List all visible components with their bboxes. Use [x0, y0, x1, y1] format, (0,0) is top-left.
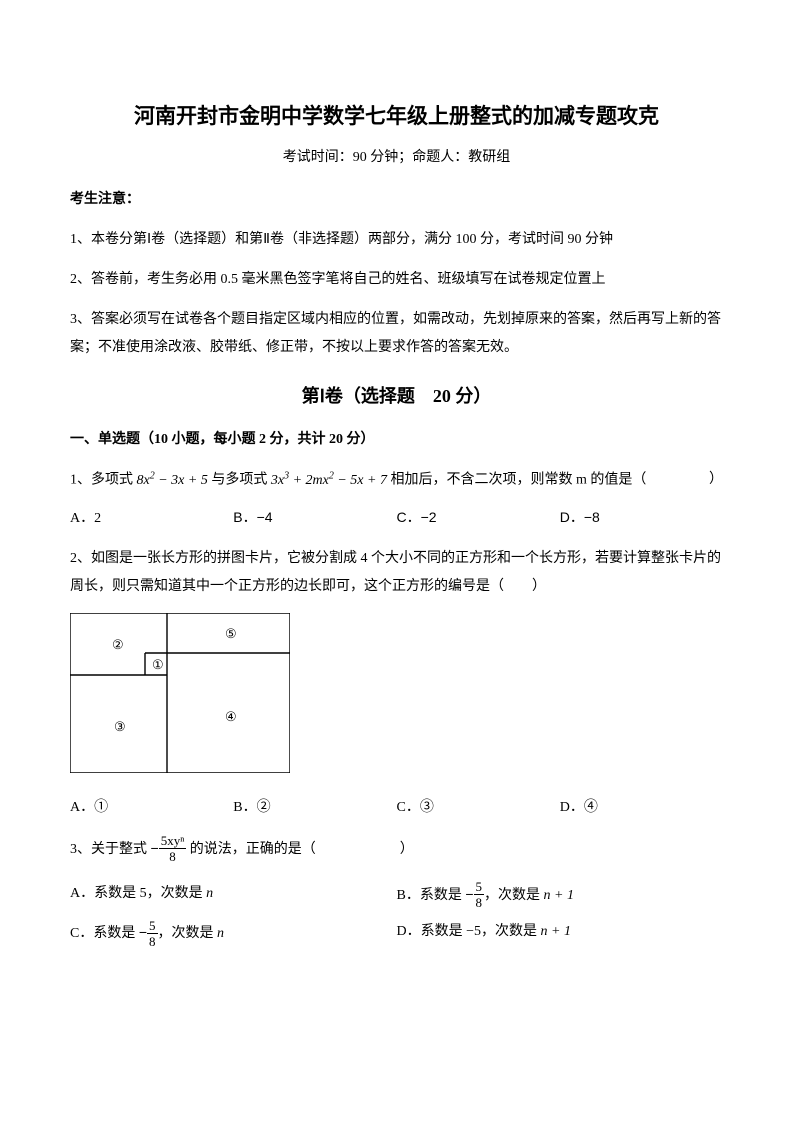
section-1-sub: 一、单选题（10 小题，每小题 2 分，共计 20 分）	[70, 428, 723, 448]
q3-frac-den: 8	[159, 849, 187, 863]
q3-opt-a: A．系数是 5，次数是 n	[70, 876, 397, 914]
q2-svg: ② ⑤ ① ③ ④	[70, 613, 290, 773]
q3-suffix: 的说法，正确的是（ ）	[186, 842, 414, 857]
q1-opt-a: A．2	[70, 507, 233, 527]
q3-opt-d: D．系数是 −5，次数是 n + 1	[397, 914, 724, 952]
svg-text:①: ①	[152, 657, 164, 672]
q1-opt-c: C．−2	[397, 507, 560, 527]
q2-opt-b: B．②	[233, 796, 396, 816]
q1-opt-d: D．−8	[560, 507, 723, 527]
svg-text:②: ②	[112, 637, 124, 652]
q1-opt-b: B．−4	[233, 507, 396, 527]
q1-options: A．2 B．−4 C．−2 D．−8	[70, 507, 723, 527]
q2-opt-d: D．④	[560, 796, 723, 816]
q1-suffix: 相加后，不含二次项，则常数 m 的值是（	[387, 473, 646, 488]
q3-opt-b: B．系数是 −58，次数是 n + 1	[397, 876, 724, 914]
question-3: 3、关于整式 −5xyⁿ8 的说法，正确的是（ ）	[70, 834, 723, 864]
q3-frac-num: 5xyⁿ	[161, 833, 185, 848]
svg-text:③: ③	[114, 719, 126, 734]
q1-mid: 与多项式	[208, 473, 271, 488]
q1-expr2: 3x3 + 2mx2 − 5x + 7	[271, 473, 387, 488]
exam-page: 河南开封市金明中学数学七年级上册整式的加减专题攻克 考试时间：90 分钟；命题人…	[0, 0, 793, 1122]
q2-opt-a: A．①	[70, 796, 233, 816]
notice-3: 3、答案必须写在试卷各个题目指定区域内相应的位置，如需改动，先划掉原来的答案，然…	[70, 306, 723, 362]
q3-options: A．系数是 5，次数是 n B．系数是 −58，次数是 n + 1 C．系数是 …	[70, 876, 723, 953]
q3-opt-c: C．系数是 −58，次数是 n	[70, 914, 397, 952]
question-1: 1、多项式 8x2 − 3x + 5 与多项式 3x3 + 2mx2 − 5x …	[70, 466, 723, 495]
question-2: 2、如图是一张长方形的拼图卡片，它被分割成 4 个大小不同的正方形和一个长方形，…	[70, 545, 723, 601]
svg-text:④: ④	[225, 709, 237, 724]
q1-expr1: 8x2 − 3x + 5	[137, 473, 208, 488]
q1-prefix: 1、多项式	[70, 473, 137, 488]
q3-fraction: 5xyⁿ8	[159, 834, 187, 863]
q1-rparen: ）	[709, 466, 723, 494]
notice-1: 1、本卷分第Ⅰ卷（选择题）和第Ⅱ卷（非选择题）两部分，满分 100 分，考试时间…	[70, 226, 723, 254]
section-1-title: 第Ⅰ卷（选择题 20 分）	[70, 382, 723, 408]
q2-opt-c: C．③	[397, 796, 560, 816]
notice-2: 2、答卷前，考生务必用 0.5 毫米黑色签字笔将自己的姓名、班级填写在试卷规定位…	[70, 266, 723, 294]
notice-heading: 考生注意：	[70, 188, 723, 208]
svg-text:⑤: ⑤	[225, 626, 237, 641]
q3-prefix: 3、关于整式	[70, 842, 151, 857]
q2-diagram: ② ⑤ ① ③ ④	[70, 613, 723, 778]
page-title: 河南开封市金明中学数学七年级上册整式的加减专题攻克	[70, 100, 723, 130]
q2-options: A．① B．② C．③ D．④	[70, 796, 723, 816]
page-subtitle: 考试时间：90 分钟；命题人：教研组	[70, 146, 723, 166]
